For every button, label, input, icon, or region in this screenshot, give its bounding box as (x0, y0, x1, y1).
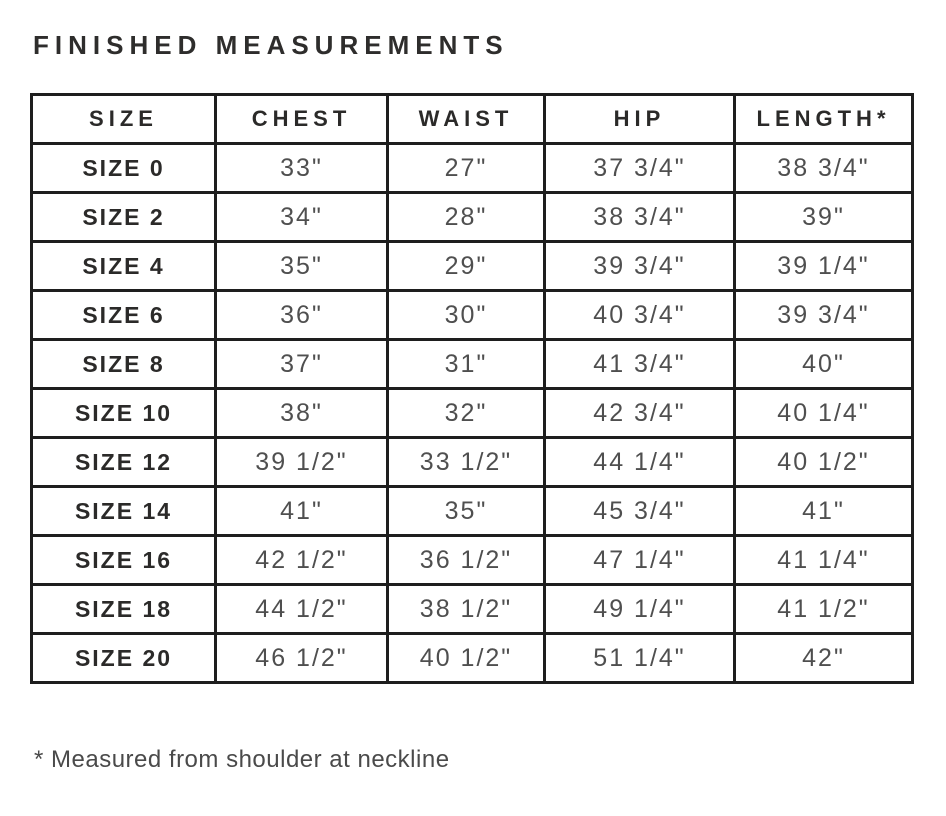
chest-cell: 38" (214, 387, 389, 439)
measurement-footnote: * Measured from shoulder at neckline (34, 746, 450, 773)
hip-cell: 49 1/4" (543, 583, 736, 635)
size-cell: SIZE 4 (30, 240, 217, 292)
table-row: SIZE 18 44 1/2" 38 1/2" 49 1/4" 41 1/2" (30, 583, 914, 635)
waist-cell: 36 1/2" (386, 534, 546, 586)
waist-cell: 27" (386, 142, 546, 194)
page-title: FINISHED MEASUREMENTS (33, 30, 509, 60)
table-row: SIZE 2 34" 28" 38 3/4" 39" (30, 191, 914, 243)
size-cell: SIZE 14 (30, 485, 217, 537)
length-cell: 41 1/4" (733, 534, 914, 586)
length-cell: 40 1/2" (733, 436, 914, 488)
table-row: SIZE 4 35" 29" 39 3/4" 39 1/4" (30, 240, 914, 292)
size-cell: SIZE 8 (30, 338, 217, 390)
table-row: SIZE 10 38" 32" 42 3/4" 40 1/4" (30, 387, 914, 439)
chest-cell: 37" (214, 338, 389, 390)
length-cell: 42" (733, 632, 914, 684)
waist-cell: 40 1/2" (386, 632, 546, 684)
size-cell: SIZE 20 (30, 632, 217, 684)
column-header-length: LENGTH* (733, 93, 914, 145)
length-cell: 39 3/4" (733, 289, 914, 341)
finished-measurements-table: SIZE CHEST WAIST HIP LENGTH* SIZE 0 33" … (30, 93, 914, 684)
length-cell: 40 1/4" (733, 387, 914, 439)
size-cell: SIZE 16 (30, 534, 217, 586)
waist-cell: 30" (386, 289, 546, 341)
size-cell: SIZE 6 (30, 289, 217, 341)
hip-cell: 40 3/4" (543, 289, 736, 341)
column-header-size: SIZE (30, 93, 217, 145)
table-row: SIZE 12 39 1/2" 33 1/2" 44 1/4" 40 1/2" (30, 436, 914, 488)
size-cell: SIZE 0 (30, 142, 217, 194)
chest-cell: 34" (214, 191, 389, 243)
waist-cell: 28" (386, 191, 546, 243)
column-header-hip: HIP (543, 93, 736, 145)
chest-cell: 44 1/2" (214, 583, 389, 635)
hip-cell: 41 3/4" (543, 338, 736, 390)
chest-cell: 42 1/2" (214, 534, 389, 586)
size-cell: SIZE 2 (30, 191, 217, 243)
table-row: SIZE 8 37" 31" 41 3/4" 40" (30, 338, 914, 390)
table-row: SIZE 0 33" 27" 37 3/4" 38 3/4" (30, 142, 914, 194)
chest-cell: 46 1/2" (214, 632, 389, 684)
waist-cell: 31" (386, 338, 546, 390)
waist-cell: 35" (386, 485, 546, 537)
chest-cell: 36" (214, 289, 389, 341)
hip-cell: 37 3/4" (543, 142, 736, 194)
length-cell: 39 1/4" (733, 240, 914, 292)
table-row: SIZE 16 42 1/2" 36 1/2" 47 1/4" 41 1/4" (30, 534, 914, 586)
waist-cell: 38 1/2" (386, 583, 546, 635)
waist-cell: 29" (386, 240, 546, 292)
hip-cell: 44 1/4" (543, 436, 736, 488)
length-cell: 41 1/2" (733, 583, 914, 635)
column-header-chest: CHEST (214, 93, 389, 145)
chest-cell: 35" (214, 240, 389, 292)
chest-cell: 41" (214, 485, 389, 537)
length-cell: 40" (733, 338, 914, 390)
hip-cell: 51 1/4" (543, 632, 736, 684)
hip-cell: 42 3/4" (543, 387, 736, 439)
chest-cell: 33" (214, 142, 389, 194)
size-cell: SIZE 10 (30, 387, 217, 439)
table-row: SIZE 6 36" 30" 40 3/4" 39 3/4" (30, 289, 914, 341)
size-cell: SIZE 18 (30, 583, 217, 635)
chest-cell: 39 1/2" (214, 436, 389, 488)
table-header-row: SIZE CHEST WAIST HIP LENGTH* (30, 93, 914, 145)
hip-cell: 38 3/4" (543, 191, 736, 243)
column-header-waist: WAIST (386, 93, 546, 145)
length-cell: 39" (733, 191, 914, 243)
length-cell: 38 3/4" (733, 142, 914, 194)
size-cell: SIZE 12 (30, 436, 217, 488)
table-row: SIZE 20 46 1/2" 40 1/2" 51 1/4" 42" (30, 632, 914, 684)
hip-cell: 39 3/4" (543, 240, 736, 292)
hip-cell: 45 3/4" (543, 485, 736, 537)
hip-cell: 47 1/4" (543, 534, 736, 586)
waist-cell: 33 1/2" (386, 436, 546, 488)
length-cell: 41" (733, 485, 914, 537)
waist-cell: 32" (386, 387, 546, 439)
table-row: SIZE 14 41" 35" 45 3/4" 41" (30, 485, 914, 537)
